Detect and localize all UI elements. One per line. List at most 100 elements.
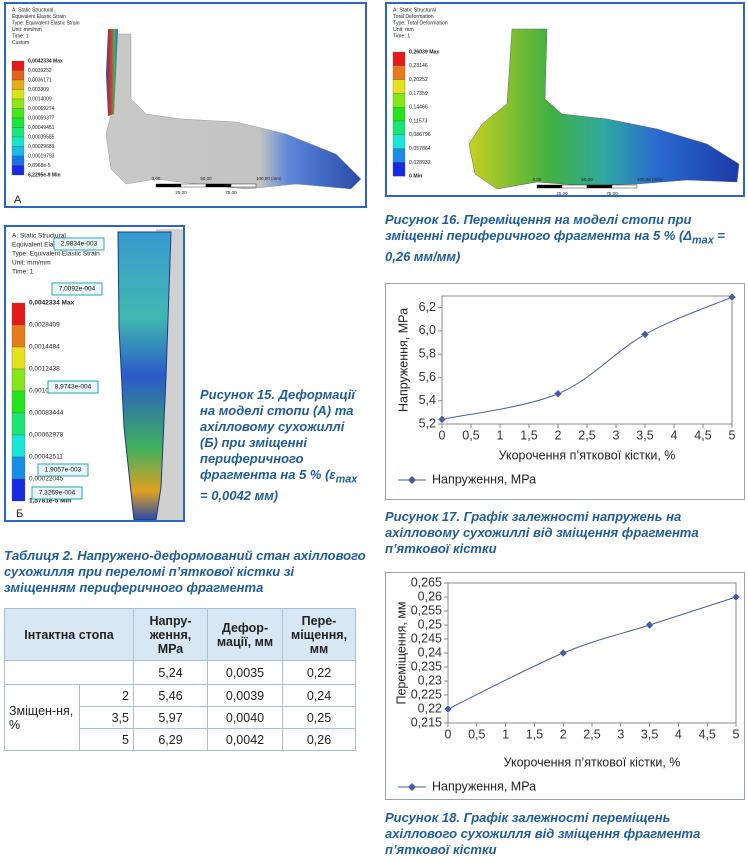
table-cell — [4, 660, 134, 685]
scale-bar — [180, 183, 207, 188]
x-tick-label: 0,5 — [462, 428, 479, 442]
legend-label: 0,00019793 — [28, 153, 55, 159]
legend-label: 0,0010391 — [29, 388, 60, 395]
y-tick-label: 0,23 — [418, 673, 442, 687]
scale-bar — [586, 184, 613, 189]
callout-box — [31, 486, 83, 500]
legend-label: 0,00029689 — [28, 144, 55, 150]
legend-label: 0,057864 — [409, 146, 431, 152]
legend-swatch — [392, 51, 406, 66]
x-tick-label: 3 — [617, 727, 624, 741]
scale-bar — [155, 183, 182, 188]
data-point — [553, 389, 563, 399]
legend-label: 0,00062978 — [29, 432, 64, 439]
y-tick-label: 0,255 — [411, 603, 442, 617]
caption-sub: max — [692, 234, 714, 247]
legend-swatch — [11, 127, 25, 138]
legend-swatch — [392, 65, 406, 80]
legend-swatch — [392, 120, 406, 135]
table-row: 3,5 5,97 0,0040 0,25 — [5, 706, 356, 729]
data-line — [447, 596, 737, 710]
legend-label: 0,14466 — [409, 105, 428, 111]
legend-swatch — [11, 434, 26, 458]
caption-text: = 0,26 мм/мм) — [385, 228, 725, 264]
y-tick-label: 6,2 — [419, 300, 436, 314]
x-tick-label: 0 — [439, 428, 446, 442]
fig-header-line: Equivalent Elastic Strain — [12, 14, 66, 20]
table-cell: 0,22 — [282, 660, 356, 685]
table-cell: 0,0040 — [207, 706, 283, 729]
y-axis-label: Напруження, МРа — [396, 308, 410, 412]
data-point — [558, 648, 568, 658]
table-header: Напру-ження, МРа — [133, 608, 208, 661]
y-tick-label: 0,25 — [418, 617, 442, 631]
data-point — [727, 292, 737, 302]
caption-15: Рисунок 15. Деформації на моделі стопи (… — [200, 387, 365, 504]
y-tick-label: 5,8 — [419, 346, 436, 360]
x-tick-label: 5 — [729, 428, 736, 442]
table-header: Дефор-мації, мм — [207, 608, 283, 661]
legend-swatch — [392, 162, 406, 177]
legend-label: 0,0042334 Max — [29, 300, 75, 307]
callout-label: 2,9834e-003 — [61, 241, 98, 248]
legend-swatch — [11, 346, 26, 370]
legend-swatch — [11, 117, 25, 128]
legend-label: 0,00083444 — [29, 410, 64, 417]
y-tick-label: 0,245 — [411, 631, 442, 645]
fig-header-line: Type: Total Deformation — [393, 20, 448, 26]
y-tick-label: 5,6 — [419, 370, 436, 384]
legend-label: 0,11573 — [409, 118, 427, 124]
y-tick-label: 0,26 — [418, 589, 442, 603]
legend-label: 0,0036171 — [28, 77, 52, 83]
scale-bar — [536, 184, 563, 189]
legend-label: 0,0014009 — [28, 96, 52, 102]
callout-box — [51, 282, 103, 296]
callout-label: 7,0092e-004 — [59, 286, 96, 293]
x-tick-label: 3,5 — [636, 428, 653, 442]
callout-label: 8,9743e-004 — [55, 384, 92, 391]
legend-swatch — [11, 390, 26, 414]
fig-header-line: Type: Equivalent Elastic Strain — [12, 20, 80, 26]
fig-header-line: A: Static Structural — [12, 233, 66, 240]
callout-label: 7,3269e-004 — [39, 490, 76, 497]
plot-area — [441, 295, 733, 425]
y-tick-label: 0,24 — [418, 645, 442, 659]
foot-model — [468, 28, 740, 190]
table-cell: 0,0035 — [207, 660, 283, 685]
x-tick-label: 2,5 — [583, 727, 600, 741]
y-tick-label: 0,215 — [411, 715, 442, 729]
legend-swatch — [11, 412, 26, 436]
legend-label: 0,0028409 — [29, 322, 60, 329]
table-cell: 5,97 — [133, 706, 208, 729]
legend-swatch — [11, 79, 25, 90]
legend-swatch — [392, 79, 406, 94]
legend-swatch — [11, 108, 25, 119]
figure-label: Б — [16, 508, 23, 520]
legend-label: 0 Min — [409, 174, 422, 180]
figure-label: А — [14, 194, 22, 206]
legend-swatch — [392, 107, 406, 122]
scale-label: 50,00 — [200, 176, 212, 181]
x-tick-label: 0 — [445, 727, 452, 741]
foot-model — [105, 33, 362, 190]
chart-18: 0,2150,220,2250,230,2350,240,2450,250,25… — [385, 572, 745, 800]
legend-label: 0,00049481 — [28, 125, 55, 131]
scale-label: 100,00 (mm) — [637, 177, 663, 182]
legend-swatch — [392, 148, 406, 163]
y-tick-label: 6,0 — [419, 323, 436, 337]
scale-label: 75,00 — [225, 190, 237, 195]
data-table: Інтактна стопа Напру-ження, МРа Дефор-ма… — [4, 608, 356, 751]
callout-box — [47, 380, 99, 394]
x-tick-label: 5 — [733, 727, 740, 741]
data-line — [441, 296, 733, 420]
legend-label: 9,8968e-5 — [28, 163, 51, 169]
legend-label: 0,0042334 Max — [28, 58, 63, 64]
x-tick-label: 1,5 — [520, 428, 537, 442]
scale-label: 0,00 — [533, 177, 542, 182]
fig-header-line: A: Static Structural — [393, 7, 436, 13]
caption-text: = 0,0042 мм) — [200, 487, 279, 503]
legend-label: Напруження, МРа — [432, 472, 536, 486]
legend-label: 0,003309 — [28, 87, 49, 93]
